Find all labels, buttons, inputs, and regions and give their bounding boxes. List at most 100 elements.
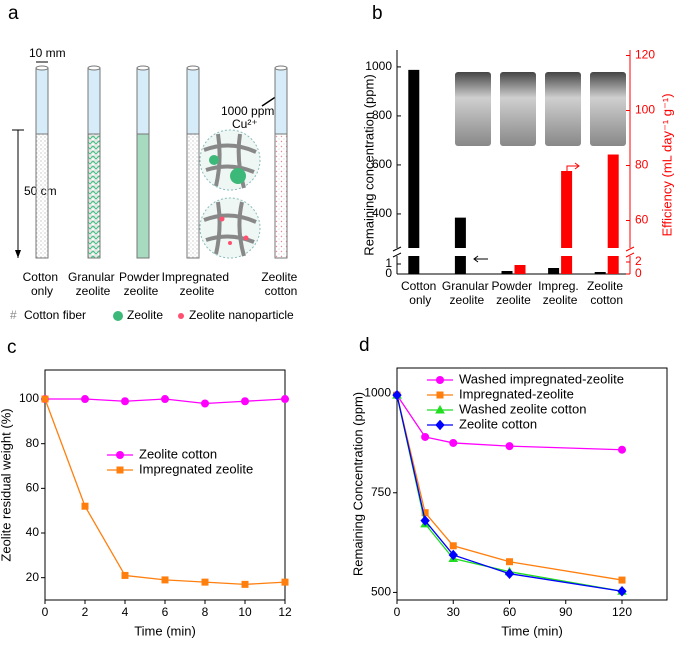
- axis-break: [625, 246, 635, 258]
- x-tick-label: 10: [238, 605, 252, 619]
- y2-tick-label: 2: [635, 254, 642, 268]
- diagram-a: a 10 mm 50 cm 1000 ppm Cu²⁺ # Cotton fib…: [8, 3, 294, 322]
- column-top: [136, 65, 150, 71]
- x-tick-label: Impreg. zeolite: [538, 279, 582, 307]
- packing: [136, 133, 150, 259]
- column-label: Granular zeolite: [68, 270, 118, 298]
- y2-tick-label: 120: [635, 48, 655, 62]
- legend-text: Washed zeolite cotton: [459, 401, 586, 416]
- x-tick-label: 90: [559, 605, 573, 619]
- arrow-head: [15, 250, 21, 258]
- panel-label: c: [7, 337, 17, 358]
- water: [87, 67, 101, 135]
- y-tick-label: 100: [19, 391, 39, 405]
- bar: [501, 271, 513, 274]
- marker: [281, 578, 289, 586]
- width-label: 10 mm: [29, 46, 66, 60]
- y-tick-label: 1000: [365, 59, 392, 73]
- x-tick-label: Granular zeolite: [442, 279, 492, 307]
- column-top: [186, 65, 200, 71]
- y-tick-label: 0: [385, 266, 392, 280]
- plot-frame: [44, 369, 286, 601]
- marker: [449, 542, 457, 550]
- column-label: Impregnated zeolite: [162, 270, 233, 298]
- bar: [454, 217, 466, 274]
- column-top: [274, 65, 288, 71]
- bar: [607, 154, 619, 274]
- legend-text: Zeolite cotton: [139, 446, 217, 461]
- marker: [161, 576, 169, 584]
- x-tick-label: 6: [162, 605, 169, 619]
- y2-tick-label: 60: [635, 213, 649, 227]
- packing: [274, 133, 288, 259]
- legend-text: Zeolite nanoparticle: [189, 308, 294, 322]
- marker: [618, 576, 626, 584]
- y-axis-title: Remaining Concentration (ppm): [350, 392, 365, 576]
- plot-frame: [396, 367, 668, 601]
- x-tick-label: 120: [612, 605, 632, 619]
- x-tick-label: 60: [503, 605, 517, 619]
- axis-arrow: [473, 255, 488, 263]
- marker: [281, 395, 289, 404]
- water: [186, 67, 200, 135]
- y2-tick-label: 100: [635, 103, 655, 117]
- marker: [121, 571, 129, 579]
- marker: [421, 432, 430, 441]
- column-top: [87, 65, 101, 71]
- y-axis-title: Remaining concentration (ppm): [361, 74, 376, 255]
- x-tick-label: Zeolite cotton: [587, 279, 626, 307]
- marker: [448, 549, 458, 561]
- column-label: Powder zeolite: [119, 270, 163, 298]
- legend-marker: [436, 391, 444, 399]
- marker: [504, 568, 515, 579]
- x-axis-title: Time (min): [501, 623, 563, 638]
- marker: [81, 502, 89, 510]
- panel-label: b: [372, 3, 383, 24]
- marker: [241, 397, 249, 406]
- x-tick-label: 0: [394, 605, 401, 619]
- marker: [201, 399, 209, 408]
- x-tick-label: 4: [122, 605, 129, 619]
- legend-icon: [178, 313, 184, 319]
- y-tick-label: 1000: [364, 385, 391, 399]
- photo: [500, 72, 536, 146]
- x-tick-label: 8: [202, 605, 209, 619]
- y-tick-label: 500: [371, 585, 391, 599]
- bar: [548, 268, 560, 274]
- bar: [594, 272, 606, 274]
- marker: [201, 578, 209, 586]
- x-tick-label: 12: [278, 605, 292, 619]
- y-tick-label: 750: [371, 485, 391, 499]
- marker: [618, 445, 626, 454]
- bar: [408, 69, 420, 275]
- legend-text: Impregnated-zeolite: [459, 386, 574, 401]
- marker: [41, 395, 49, 403]
- x-tick-label: 2: [82, 605, 89, 619]
- y-tick-label: 60: [26, 481, 40, 495]
- x-tick-label: 0: [42, 605, 49, 619]
- water: [274, 67, 288, 135]
- panel-label: a: [8, 3, 19, 24]
- column-top: [35, 65, 49, 71]
- column-label: Zeolite cotton: [261, 270, 300, 298]
- legend-icon: #: [10, 308, 17, 322]
- marker: [121, 397, 129, 406]
- legend-text: Washed impregnated-zeolite: [459, 371, 624, 386]
- x-tick-label: 30: [447, 605, 461, 619]
- y-tick-label: 400: [372, 206, 392, 220]
- bar: [561, 171, 573, 274]
- y-tick-label: 600: [372, 157, 392, 171]
- y2-tick-label: 80: [635, 158, 649, 172]
- y-tick-label: 1: [385, 256, 392, 270]
- y-axis-title: Zeolite residual weight (%): [0, 408, 13, 561]
- magnifier: [199, 129, 261, 259]
- legend-text: Zeolite: [127, 308, 163, 322]
- legend-text: Zeolite cotton: [459, 416, 537, 431]
- marker: [505, 442, 514, 451]
- legend-marker: [436, 376, 444, 384]
- y-tick-label: 80: [26, 436, 40, 450]
- inflow-label: 1000 ppm: [221, 104, 274, 118]
- marker: [392, 389, 402, 401]
